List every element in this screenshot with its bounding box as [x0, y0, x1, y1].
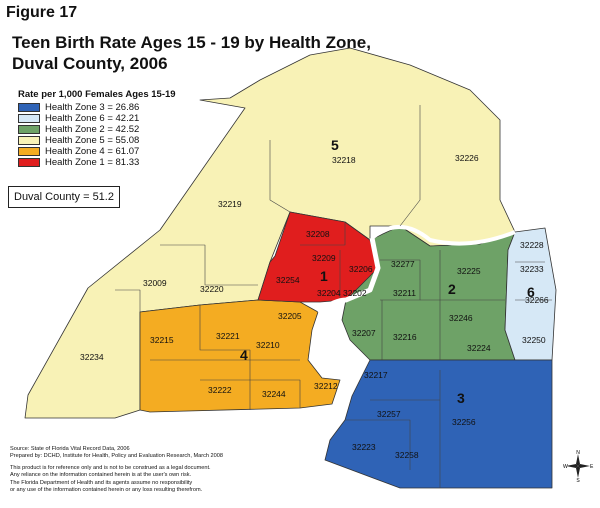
- zip-32266: 32266: [525, 295, 549, 305]
- figure-label: Figure 17: [6, 4, 78, 21]
- legend-item: Health Zone 4 = 61.07: [18, 146, 176, 157]
- zip-32224: 32224: [467, 343, 491, 353]
- zip-32220: 32220: [200, 284, 224, 294]
- legend-label: Health Zone 5 = 55.08: [45, 135, 140, 146]
- legend-label: Health Zone 4 = 61.07: [45, 146, 140, 157]
- map-title-line-1: Teen Birth Rate Ages 15 - 19 by Health Z…: [12, 33, 371, 52]
- county-rate-box: Duval County = 51.2: [8, 186, 120, 208]
- zip-32207: 32207: [352, 328, 376, 338]
- legend-swatch: [18, 147, 40, 156]
- legend-swatch: [18, 136, 40, 145]
- zip-32216: 32216: [393, 332, 417, 342]
- compass-east-arrow: [578, 464, 590, 468]
- source-line: Source: State of Florida Vital Record Da…: [10, 446, 130, 452]
- disclaimer-line: This product is for reference only and i…: [10, 464, 211, 471]
- zone-3-region: [324, 359, 553, 489]
- legend-swatch: [18, 158, 40, 167]
- map-title: Teen Birth Rate Ages 15 - 19 by Health Z…: [12, 32, 371, 74]
- zip-32222: 32222: [208, 385, 232, 395]
- zone-3-number: 3: [457, 390, 465, 406]
- legend-item: Health Zone 5 = 55.08: [18, 135, 176, 146]
- legend-item: Health Zone 2 = 42.52: [18, 124, 176, 135]
- zip-32234: 32234: [80, 352, 104, 362]
- zip-32209: 32209: [312, 253, 336, 263]
- legend-swatch: [18, 103, 40, 112]
- zip-32226: 32226: [455, 153, 479, 163]
- zip-32211: 32211: [393, 288, 416, 298]
- zip-32233: 32233: [520, 264, 544, 274]
- zone-1-number: 1: [320, 268, 328, 284]
- compass-w: W: [563, 464, 568, 470]
- zip-32212: 32212: [314, 381, 338, 391]
- legend-label: Health Zone 3 = 26.86: [45, 102, 140, 113]
- zip-32219: 32219: [218, 199, 242, 209]
- zip-32246: 32246: [449, 313, 473, 323]
- river-north: [370, 225, 516, 246]
- zip-32210: 32210: [256, 340, 280, 350]
- zone-6-number: 6: [527, 284, 535, 300]
- zip-32250: 32250: [522, 335, 546, 345]
- legend-label: Health Zone 1 = 81.33: [45, 157, 140, 168]
- prepared-by-line: Prepared by: DCHD, Institute for Health,…: [10, 453, 223, 460]
- compass-n: N: [576, 450, 580, 456]
- st-johns-river: [316, 237, 381, 315]
- zip-32205: 32205: [278, 311, 302, 321]
- zip-32009: 32009: [143, 278, 167, 288]
- map-title-line-2: Duval County, 2006: [12, 54, 168, 73]
- legend-swatch: [18, 114, 40, 123]
- legend: Rate per 1,000 Females Ages 15-19 Health…: [18, 89, 176, 168]
- zip-32225: 32225: [457, 266, 481, 276]
- legend-label: Health Zone 6 = 42.21: [45, 113, 140, 124]
- zone-4-number: 4: [240, 347, 248, 363]
- zip-32208: 32208: [306, 229, 330, 239]
- disclaimer-line: Any reliance on the information containe…: [10, 472, 192, 479]
- zip-32223: 32223: [352, 442, 376, 452]
- zip-32221: 32221: [216, 331, 240, 341]
- legend-title: Rate per 1,000 Females Ages 15-19: [18, 89, 176, 100]
- compass-south-arrow: [576, 466, 580, 478]
- compass-e: E: [590, 464, 594, 470]
- compass-west-arrow: [566, 464, 578, 468]
- zip-32218: 32218: [332, 155, 356, 165]
- legend-item: Health Zone 1 = 81.33: [18, 157, 176, 168]
- zip-32244: 32244: [262, 389, 286, 399]
- zone-5-number: 5: [331, 137, 339, 153]
- zip-32277: 32277: [391, 259, 415, 269]
- zip-32217: 32217: [364, 370, 388, 380]
- zip-32202: 32202: [343, 288, 367, 298]
- zip-32254: 32254: [276, 275, 300, 285]
- legend-swatch: [18, 125, 40, 134]
- disclaimer-line: or any use of the information contained …: [10, 487, 203, 494]
- zip-32228: 32228: [520, 240, 544, 250]
- zone-2-number: 2: [448, 281, 456, 297]
- compass-rose-icon: N S W E: [563, 450, 594, 482]
- zip-32256: 32256: [452, 417, 476, 427]
- zip-32204: 32204: [317, 288, 341, 298]
- zip-32258: 32258: [395, 450, 419, 460]
- zip-32257: 32257: [377, 409, 401, 419]
- zip-32215: 32215: [150, 335, 174, 345]
- compass-north-arrow: [576, 454, 580, 466]
- compass-s: S: [576, 478, 580, 482]
- footer-notes: Source: State of Florida Vital Record Da…: [10, 446, 310, 494]
- disclaimer-line: The Florida Department of Health and its…: [10, 479, 193, 486]
- legend-item: Health Zone 6 = 42.21: [18, 113, 176, 124]
- zip-32206: 32206: [349, 264, 373, 274]
- legend-item: Health Zone 3 = 26.86: [18, 102, 176, 113]
- legend-label: Health Zone 2 = 42.52: [45, 124, 140, 135]
